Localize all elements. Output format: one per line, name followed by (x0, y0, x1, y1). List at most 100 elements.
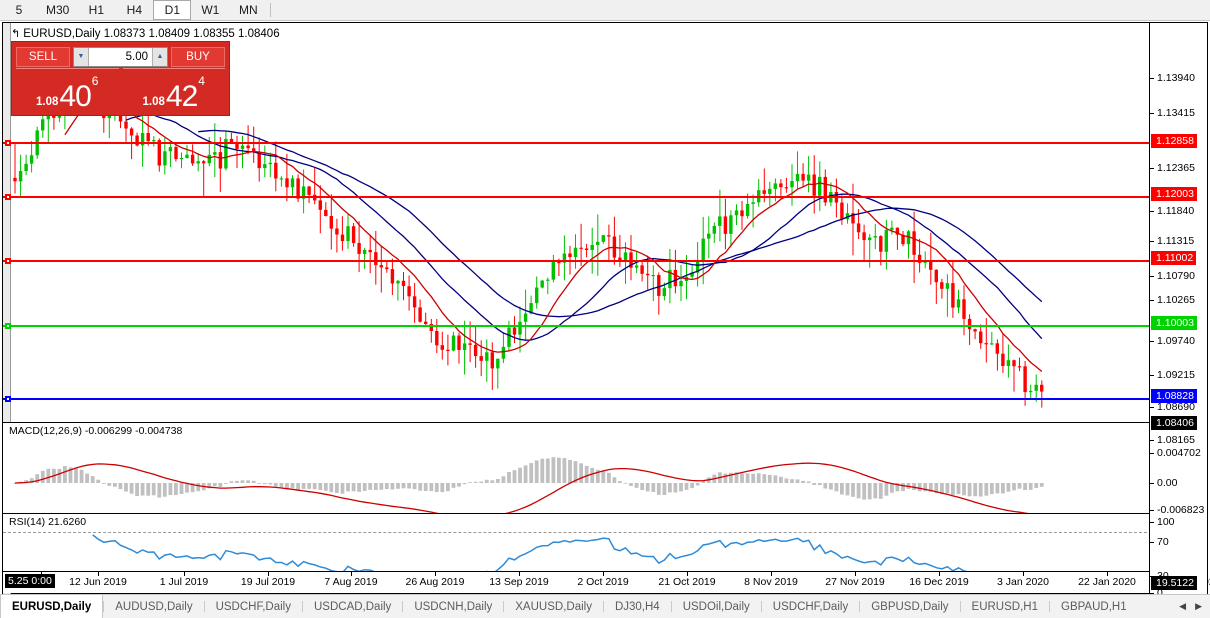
price-scale-chip[interactable]: 1.12858 (1151, 134, 1197, 148)
chart-tab-usdcad-daily[interactable]: USDCAD,Daily (313, 600, 392, 613)
time-axis-tick (435, 572, 436, 576)
macd-label: MACD(12,26,9) -0.006299 -0.004738 (9, 425, 183, 437)
chart-tab-usdoil-daily[interactable]: USDOil,Daily (682, 600, 750, 613)
timeframe-toolbar: 5 M30 H1 H4 D1 W1 MN (0, 0, 1210, 21)
time-axis-label: 3 Jan 2020 (997, 576, 1049, 588)
time-axis-label: 13 Sep 2019 (489, 576, 549, 588)
level-handle-left[interactable] (5, 323, 11, 329)
time-axis-tick (184, 572, 185, 576)
crosshair-time-chip: 5.25 0:00 (5, 574, 55, 588)
toolbar-divider (270, 3, 272, 17)
price-scale-tick: 1.09740 (1150, 335, 1195, 347)
price-scale-chip[interactable]: 1.08828 (1151, 389, 1197, 403)
tab-divider (1049, 601, 1050, 612)
chevron-left-icon[interactable]: ◀ (1179, 601, 1187, 611)
chart-tab-eurusd-daily[interactable]: EURUSD,Daily (0, 595, 104, 618)
chart-tab-audusd-daily[interactable]: AUDUSD,Daily (115, 600, 193, 613)
trade-panel-top-row: SELL ▼ 5.00 ▲ BUY (12, 42, 229, 68)
chart-tab-xauusd-daily[interactable]: XAUUSD,Daily (515, 600, 592, 613)
chart-tab-usdchf-daily[interactable]: USDCHF,Daily (215, 600, 291, 613)
chart-tab-usdcnh-daily[interactable]: USDCNH,Daily (414, 600, 493, 613)
chart-tab-bar: EURUSD,Daily AUDUSD,Daily USDCHF,Daily USDC… (0, 594, 1210, 618)
price-scale-chip[interactable]: 1.11002 (1151, 251, 1197, 265)
buy-price-big: 42 (165, 79, 198, 113)
time-axis-label: 1 Jul 2019 (159, 576, 209, 588)
price-scale-tick: 1.08690 (1150, 401, 1195, 413)
chart-left-gutter (3, 23, 11, 594)
macd-scale-tick: 0.00 (1150, 477, 1177, 489)
tab-divider (959, 601, 961, 612)
sell-label-button[interactable]: SELL (16, 46, 70, 67)
price-scale-tick: 1.11315 (1150, 235, 1194, 247)
chart-header: ↰ EURUSD,Daily 1.08373 1.08409 1.08355 1.… (11, 27, 280, 40)
horizontal-level-support-green[interactable] (3, 323, 1207, 329)
horizontal-level-resistance-1[interactable] (3, 140, 1207, 146)
time-axis-label: 27 Nov 2019 (825, 576, 885, 588)
price-scale[interactable]: 1.13940 1.13415 1.12365 1.11840 1.11315 1.107… (1149, 23, 1207, 599)
macd-scale-tick: -0.006823 (1150, 504, 1204, 516)
rsi-label: RSI(14) 21.6260 (9, 516, 87, 528)
timeframe-button-mn[interactable]: MN (229, 0, 268, 20)
time-axis-label: 7 Aug 2019 (324, 576, 378, 588)
chart-tab-eurusd-h1[interactable]: EURUSD,H1 (971, 600, 1038, 613)
rsi-scale-tick: 0 (1150, 587, 1163, 599)
volume-input[interactable]: 5.00 (125, 50, 148, 63)
tab-divider (301, 601, 303, 612)
level-handle-left[interactable] (5, 194, 11, 200)
time-axis-label: 8 Nov 2019 (744, 576, 798, 588)
horizontal-level-support-blue[interactable] (3, 396, 1207, 402)
pane-divider-2 (3, 513, 1207, 514)
macd-scale-tick: 0.004702 (1150, 447, 1201, 459)
timeframe-button-d1[interactable]: D1 (153, 0, 192, 20)
level-handle-left[interactable] (5, 396, 11, 402)
time-axis-tick (98, 572, 99, 576)
price-scale-chip[interactable]: 1.12003 (1151, 187, 1197, 201)
price-scale-tick: 1.11840 (1150, 205, 1194, 217)
chart-tab-gbpaud-h1[interactable]: GBPAUD,H1 (1061, 600, 1127, 613)
volume-increase-icon[interactable]: ▲ (152, 47, 167, 66)
horizontal-level-resistance-3[interactable] (3, 258, 1207, 264)
horizontal-level-resistance-2[interactable] (3, 194, 1207, 200)
buy-price-prefix: 1.08 (142, 96, 165, 108)
timeframe-button-h4[interactable]: H4 (115, 0, 154, 20)
sell-price-button[interactable]: 1.08 40 6 (16, 68, 119, 112)
buy-label-button[interactable]: BUY (171, 46, 225, 67)
rsi-series (92, 534, 1042, 584)
timeframe-button-h1[interactable]: H1 (77, 0, 116, 20)
level-handle-left[interactable] (5, 140, 11, 146)
time-axis-tick (939, 572, 940, 576)
timeframe-button-m30[interactable]: M30 (38, 0, 78, 20)
volume-stepper[interactable]: ▼ 5.00 ▲ (73, 46, 168, 67)
price-scale-tick: 1.09215 (1150, 369, 1195, 381)
chart-header-text: EURUSD,Daily 1.08373 1.08409 1.08355 1.0… (23, 28, 280, 40)
price-scale-tick: 1.08165 (1150, 434, 1195, 446)
price-scale-tick: 1.10790 (1150, 270, 1195, 282)
time-axis-tick (1023, 572, 1024, 576)
price-pane[interactable]: ↰ EURUSD,Daily 1.08373 1.08409 1.08355 1.… (3, 23, 1207, 422)
chart-tab-gbpusd-daily[interactable]: GBPUSD,Daily (871, 600, 949, 613)
price-scale-chip[interactable]: 1.08406 (1151, 416, 1197, 430)
level-handle-left[interactable] (5, 258, 11, 264)
price-scale-chip[interactable]: 1.10003 (1151, 316, 1197, 330)
buy-price-button[interactable]: 1.08 42 4 (122, 68, 225, 113)
tab-divider (503, 601, 505, 612)
time-axis-label: 12 Jun 2019 (69, 576, 127, 588)
chart-tab-usdchf-daily[interactable]: USDCHF,Daily (772, 600, 849, 613)
chevron-right-icon[interactable]: ▶ (1195, 601, 1202, 611)
time-axis-tick (687, 572, 688, 576)
volume-decrease-icon[interactable]: ▼ (74, 47, 89, 66)
timeframe-button-w1[interactable]: W1 (191, 0, 230, 20)
one-click-trading-panel[interactable]: SELL ▼ 5.00 ▲ BUY 1.08 40 6 1.08 (11, 41, 230, 116)
chart-tab-dj30-h4[interactable]: DJ30,H4 (614, 600, 660, 613)
time-axis-tick (855, 572, 856, 576)
macd-pane[interactable]: MACD(12,26,9) -0.006299 -0.004738 (3, 423, 1207, 513)
timeframe-button-m5[interactable]: 5 (0, 0, 38, 20)
rsi-scale-tick: 70 (1150, 536, 1169, 548)
chart-symbol-icon: ↰ (11, 28, 21, 40)
price-scale-tick: 1.10265 (1150, 294, 1195, 306)
time-axis-label: 2 Oct 2019 (577, 576, 629, 588)
macd-series (13, 457, 1044, 513)
chart-frame: ↰ EURUSD,Daily 1.08373 1.08409 1.08355 1.… (2, 22, 1210, 599)
price-scale-tick: 1.13940 (1150, 72, 1195, 84)
